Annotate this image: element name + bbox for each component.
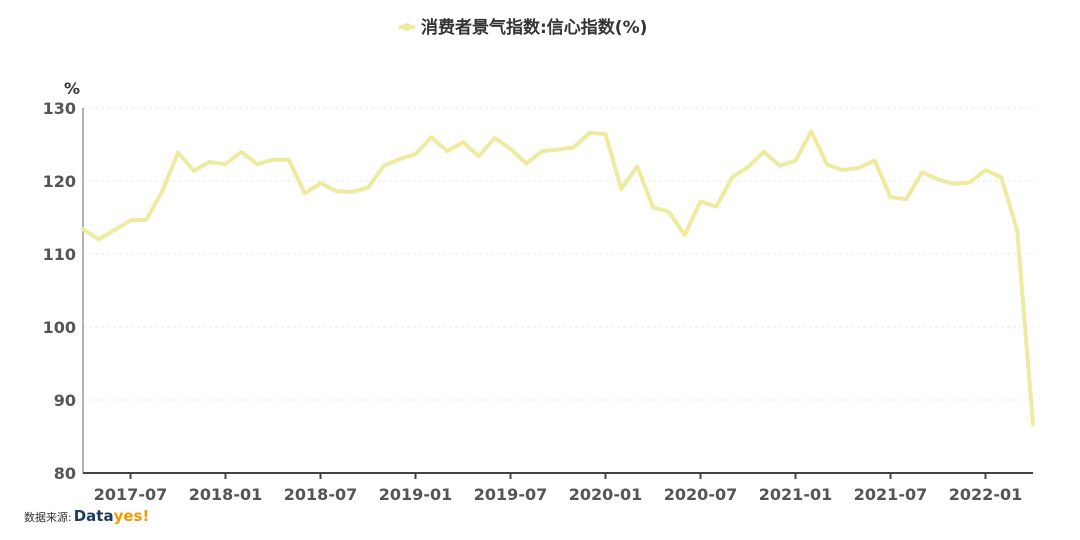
data-point-2018-04[interactable] bbox=[271, 157, 276, 162]
y-tick-label-110: 110 bbox=[43, 245, 76, 264]
data-point-2020-01[interactable] bbox=[603, 132, 608, 137]
data-point-2018-03[interactable] bbox=[255, 162, 260, 167]
data-point-2019-06[interactable] bbox=[492, 135, 497, 140]
data-point-2020-02[interactable] bbox=[619, 187, 624, 192]
data-point-2019-02[interactable] bbox=[429, 135, 434, 140]
data-point-2021-12[interactable] bbox=[967, 180, 972, 185]
grid-lines bbox=[83, 107, 1033, 401]
data-point-2020-11[interactable] bbox=[761, 149, 766, 154]
data-point-2019-08[interactable] bbox=[524, 161, 529, 166]
x-tick-label-2020-07: 2020-07 bbox=[664, 485, 737, 504]
data-point-2018-05[interactable] bbox=[286, 157, 291, 162]
data-point-2018-02[interactable] bbox=[239, 149, 244, 154]
data-point-2019-01[interactable] bbox=[413, 151, 418, 156]
data-point-2017-08[interactable] bbox=[144, 217, 149, 222]
data-point-2021-10[interactable] bbox=[936, 177, 941, 182]
data-source: 数据来源: Data yes! bbox=[24, 507, 149, 525]
data-point-2020-07[interactable] bbox=[698, 199, 703, 204]
datayes-logo-text: Data bbox=[73, 507, 114, 525]
data-point-2018-07[interactable] bbox=[318, 181, 323, 186]
data-point-2017-12[interactable] bbox=[207, 160, 212, 165]
data-point-2019-04[interactable] bbox=[461, 140, 466, 145]
x-tick-label-2021-01: 2021-01 bbox=[759, 485, 832, 504]
series-group bbox=[81, 129, 1036, 427]
x-tick-label-2019-07: 2019-07 bbox=[474, 485, 547, 504]
y-tick-label-100: 100 bbox=[43, 318, 76, 337]
x-tick-label-2018-01: 2018-01 bbox=[189, 485, 262, 504]
data-point-2021-06[interactable] bbox=[872, 158, 877, 163]
data-point-2017-05[interactable] bbox=[96, 237, 101, 242]
data-point-2018-10[interactable] bbox=[366, 185, 371, 190]
legend[interactable]: 消费者景气指数:信心指数(%) bbox=[399, 17, 647, 38]
legend-marker-icon bbox=[403, 23, 411, 31]
data-point-2017-09[interactable] bbox=[160, 189, 165, 194]
data-point-2020-04[interactable] bbox=[651, 205, 656, 210]
x-tick-label-2021-07: 2021-07 bbox=[854, 485, 927, 504]
data-point-2020-05[interactable] bbox=[666, 209, 671, 214]
data-point-2021-05[interactable] bbox=[856, 165, 861, 170]
data-point-2021-02[interactable] bbox=[809, 129, 814, 134]
y-axis-ticks: 80 90 100 110 120 130 bbox=[43, 99, 76, 483]
data-point-2018-09[interactable] bbox=[350, 189, 355, 194]
data-point-2021-07[interactable] bbox=[888, 195, 893, 200]
data-point-2022-01[interactable] bbox=[983, 168, 988, 173]
data-point-2020-03[interactable] bbox=[635, 164, 640, 169]
data-point-2018-01[interactable] bbox=[223, 162, 228, 167]
data-point-2021-08[interactable] bbox=[904, 197, 909, 202]
y-tick-label-120: 120 bbox=[43, 172, 76, 191]
data-point-2021-09[interactable] bbox=[920, 170, 925, 175]
data-point-2018-06[interactable] bbox=[302, 191, 307, 196]
data-point-2021-11[interactable] bbox=[951, 181, 956, 186]
data-point-2022-04[interactable] bbox=[1031, 422, 1036, 427]
series-line-0[interactable] bbox=[81, 129, 1035, 427]
data-point-2019-11[interactable] bbox=[571, 145, 576, 150]
data-point-2022-03[interactable] bbox=[1015, 228, 1020, 233]
data-point-2019-07[interactable] bbox=[508, 146, 513, 151]
data-point-2017-11[interactable] bbox=[191, 168, 196, 173]
data-point-2017-06[interactable] bbox=[112, 227, 117, 232]
x-tick-label-2020-01: 2020-01 bbox=[569, 485, 642, 504]
data-point-2021-03[interactable] bbox=[825, 162, 830, 167]
legend-label: 消费者景气指数:信心指数(%) bbox=[421, 17, 647, 38]
x-tick-label-2022-01: 2022-01 bbox=[949, 485, 1022, 504]
data-point-2018-12[interactable] bbox=[397, 157, 402, 162]
data-point-2022-02[interactable] bbox=[999, 175, 1004, 180]
data-point-2020-09[interactable] bbox=[730, 175, 735, 180]
data-point-2019-03[interactable] bbox=[445, 149, 450, 154]
y-tick-label-90: 90 bbox=[54, 391, 76, 410]
y-tick-label-130: 130 bbox=[43, 99, 76, 118]
x-tick-label-2017-07: 2017-07 bbox=[94, 485, 167, 504]
data-point-2020-10[interactable] bbox=[746, 165, 751, 170]
data-point-2020-12[interactable] bbox=[777, 163, 782, 168]
data-point-2020-06[interactable] bbox=[682, 233, 687, 238]
data-point-2019-05[interactable] bbox=[476, 154, 481, 159]
y-tick-label-80: 80 bbox=[54, 464, 76, 483]
data-point-2021-01[interactable] bbox=[793, 158, 798, 163]
data-point-2018-11[interactable] bbox=[381, 163, 386, 168]
x-axis-ticks: 2017-07 2018-01 2018-07 2019-01 2019-07 2020-… bbox=[94, 473, 1022, 504]
data-point-2018-08[interactable] bbox=[334, 189, 339, 194]
data-point-2019-12[interactable] bbox=[587, 130, 592, 135]
data-point-2017-07[interactable] bbox=[128, 218, 133, 223]
data-point-2019-09[interactable] bbox=[540, 149, 545, 154]
data-point-2020-08[interactable] bbox=[714, 204, 719, 209]
source-label: 数据来源: bbox=[24, 511, 72, 524]
data-point-2021-04[interactable] bbox=[841, 168, 846, 173]
datayes-logo-accent: yes! bbox=[113, 507, 150, 525]
x-tick-label-2018-07: 2018-07 bbox=[284, 485, 357, 504]
data-point-2019-10[interactable] bbox=[556, 147, 561, 152]
data-point-2017-10[interactable] bbox=[176, 150, 181, 155]
y-axis-unit: % bbox=[64, 79, 80, 98]
x-tick-label-2019-01: 2019-01 bbox=[379, 485, 452, 504]
data-point-2017-04[interactable] bbox=[81, 227, 86, 232]
